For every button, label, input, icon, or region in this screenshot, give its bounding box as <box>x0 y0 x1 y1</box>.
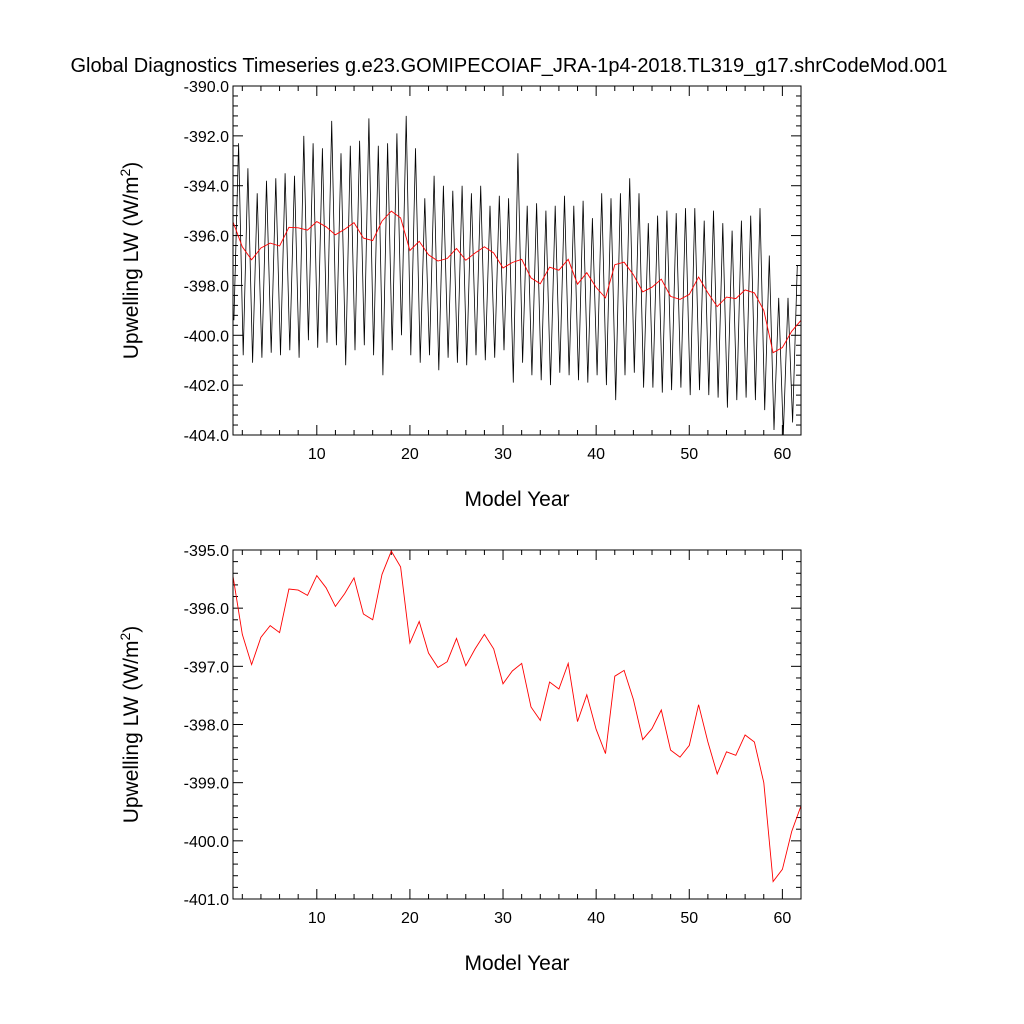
y-tick-label: -395.0 <box>184 543 229 560</box>
x-tick-label: 30 <box>494 446 512 463</box>
y-tick-label: -392.0 <box>184 129 229 146</box>
monthly-series-line <box>233 115 798 436</box>
panel-bottom-y-label-sup: 2 <box>117 633 133 641</box>
figure-title: Global Diagnostics Timeseries g.e23.GOMI… <box>70 55 947 77</box>
panel-bottom-y-label-tail: ) <box>120 626 143 633</box>
y-tick-label: -400.0 <box>184 328 229 345</box>
panel-bottom-annual: 10 20 30 40 50 60 -395.0 -396.0 -397.0 -398.0 -399… <box>117 543 802 975</box>
y-tick-label: -390.0 <box>184 79 229 96</box>
panel-top-x-axis-label: Model Year <box>464 488 569 511</box>
panel-top-y-label-main: Upwelling LW (W/m <box>120 177 143 360</box>
panel-top-tick-labels: 10 20 30 40 50 60 -390.0 -392.0 -394.0 -396.0 -398… <box>184 79 792 463</box>
y-tick-label: -402.0 <box>184 378 229 395</box>
x-tick-label: 50 <box>680 910 698 927</box>
panel-bottom-ticks <box>233 549 802 900</box>
annual-mean-series-line <box>232 210 802 354</box>
panel-bottom-frame <box>232 549 802 900</box>
y-tick-label: -400.0 <box>184 834 229 851</box>
x-tick-label: 30 <box>494 910 512 927</box>
panel-top-ticks <box>233 85 802 436</box>
x-tick-label: 50 <box>680 446 698 463</box>
y-tick-label: -399.0 <box>184 776 229 793</box>
y-tick-label: -401.0 <box>184 892 229 909</box>
panel-top-lines <box>232 115 802 436</box>
y-tick-label: -396.0 <box>184 229 229 246</box>
x-tick-label: 10 <box>308 446 326 463</box>
x-tick-label: 40 <box>587 910 605 927</box>
annual-mean-series-line <box>232 550 802 883</box>
panel-top-frame <box>232 85 802 436</box>
y-tick-label: -398.0 <box>184 278 229 295</box>
panel-top-y-label-tail: ) <box>120 162 143 169</box>
y-tick-label: -394.0 <box>184 179 229 196</box>
panel-bottom-y-label-main: Upwelling LW (W/m <box>120 641 143 824</box>
x-tick-label: 20 <box>401 446 419 463</box>
panel-top-y-label-sup: 2 <box>117 169 133 177</box>
panel-top-timeseries: 10 20 30 40 50 60 -390.0 -392.0 -394.0 -396.0 -398… <box>117 79 802 511</box>
x-tick-label: 60 <box>773 910 791 927</box>
panel-top-y-axis-label: Upwelling LW (W/m2) <box>117 162 143 360</box>
x-tick-label: 20 <box>401 910 419 927</box>
panel-bottom-x-axis-label: Model Year <box>464 952 569 975</box>
x-tick-label: 40 <box>587 446 605 463</box>
x-tick-label: 10 <box>308 910 326 927</box>
y-tick-label: -396.0 <box>184 601 229 618</box>
y-tick-label: -398.0 <box>184 718 229 735</box>
panel-bottom-y-axis-label: Upwelling LW (W/m2) <box>117 626 143 824</box>
y-tick-label: -397.0 <box>184 659 229 676</box>
x-tick-label: 60 <box>773 446 791 463</box>
panel-bottom-tick-labels: 10 20 30 40 50 60 -395.0 -396.0 -397.0 -398.0 -399… <box>184 543 792 927</box>
panel-bottom-lines <box>232 550 802 883</box>
y-tick-label: -404.0 <box>184 428 229 445</box>
